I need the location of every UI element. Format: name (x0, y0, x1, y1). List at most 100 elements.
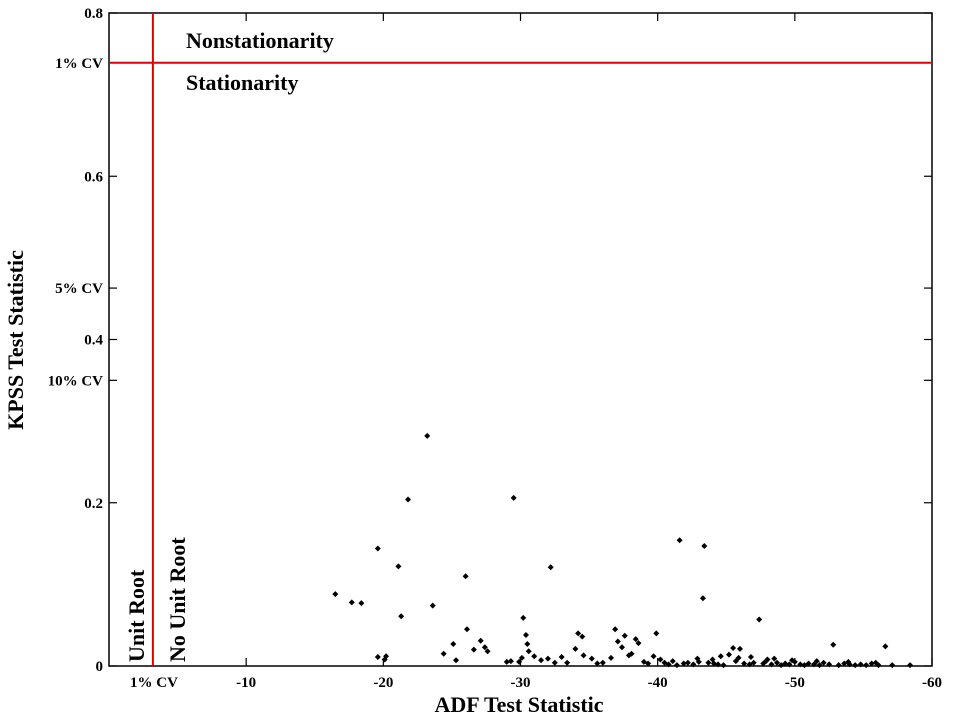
x-tick-label: -30 (511, 675, 531, 691)
data-point (575, 630, 582, 637)
data-point (579, 633, 586, 640)
data-point (525, 648, 532, 655)
data-point (669, 658, 676, 665)
data-point (612, 626, 619, 633)
data-point (477, 637, 484, 644)
data-point (732, 658, 739, 665)
data-point (717, 653, 724, 660)
data-point (332, 591, 339, 598)
data-point (470, 646, 477, 653)
data-point (632, 636, 639, 643)
data-point (730, 645, 737, 652)
data-point (462, 573, 469, 580)
data-point (705, 659, 712, 666)
data-point (736, 645, 743, 652)
data-point (374, 545, 381, 552)
data-point (621, 632, 628, 639)
data-point (747, 654, 754, 661)
x-axis-title: ADF Test Statistic (434, 692, 603, 717)
data-point (558, 654, 565, 661)
data-point (771, 655, 778, 662)
data-point (735, 654, 742, 661)
data-point (750, 659, 757, 666)
data-point (450, 640, 457, 647)
data-point (619, 644, 626, 651)
data-point (830, 641, 837, 648)
y-tick-label: 0.8 (84, 6, 103, 22)
data-point (813, 658, 820, 665)
data-point (872, 659, 879, 666)
data-point (690, 661, 697, 668)
data-point (768, 661, 775, 668)
data-point (763, 658, 770, 665)
data-point (524, 640, 531, 647)
data-point (564, 659, 571, 666)
data-point (756, 616, 763, 623)
data-point (720, 662, 727, 669)
data-point (599, 659, 606, 666)
data-point (820, 659, 827, 666)
data-point (811, 661, 818, 668)
x-tick-label: -50 (785, 675, 805, 691)
data-point (374, 654, 381, 661)
data-point (608, 654, 615, 661)
data-point (507, 658, 514, 665)
x-cv-tick-label: 1% CV (130, 675, 178, 691)
data-point (580, 652, 587, 659)
data-point (440, 650, 447, 657)
data-point (797, 661, 804, 668)
data-point (510, 494, 517, 501)
data-point (588, 655, 595, 662)
data-point (889, 662, 896, 669)
data-point (673, 662, 680, 669)
x-tick-label: -10 (236, 675, 256, 691)
data-point (614, 638, 621, 645)
data-point (398, 613, 405, 620)
x-tick-label: -40 (648, 675, 668, 691)
x-tick-label: -60 (922, 675, 942, 691)
data-point (650, 653, 657, 660)
data-point (725, 651, 732, 658)
data-point (882, 643, 889, 650)
data-point (635, 640, 642, 647)
data-point (816, 662, 823, 669)
data-point (699, 595, 706, 602)
data-point (348, 599, 355, 606)
stationarity-label: Stationarity (186, 70, 298, 95)
data-point (786, 661, 793, 668)
data-point (863, 662, 870, 669)
y-axis-title: KPSS Test Statistic (3, 250, 28, 430)
data-point (709, 656, 716, 663)
data-point (503, 658, 510, 665)
data-point (805, 660, 812, 667)
data-point (481, 644, 488, 651)
data-point (547, 564, 554, 571)
y-tick-label: 1% CV (55, 56, 103, 72)
data-point (845, 658, 852, 665)
data-point (868, 660, 875, 667)
data-point (405, 496, 412, 503)
y-tick-label: 0.6 (84, 169, 103, 185)
data-point (572, 645, 579, 652)
data-point (522, 631, 529, 638)
data-point (551, 659, 558, 666)
data-point (774, 659, 781, 666)
no-unit-root-label: No Unit Root (165, 537, 190, 662)
data-point (857, 661, 864, 668)
data-point (538, 657, 545, 664)
tick-layer: 0 0.2 10% CV 0.4 5% CV 0.6 1% CV 0.8 -10 -20 -30 -4… (48, 6, 942, 691)
data-point (701, 543, 708, 550)
data-point (358, 600, 365, 607)
data-point (464, 626, 471, 633)
data-point (684, 659, 691, 666)
data-point (520, 614, 527, 621)
data-point (594, 660, 601, 667)
x-tick-label: -20 (373, 675, 393, 691)
data-point (395, 563, 402, 570)
data-point (826, 661, 833, 668)
data-point (484, 648, 491, 655)
data-point (782, 660, 789, 667)
data-point (741, 660, 748, 667)
data-point (715, 661, 722, 668)
